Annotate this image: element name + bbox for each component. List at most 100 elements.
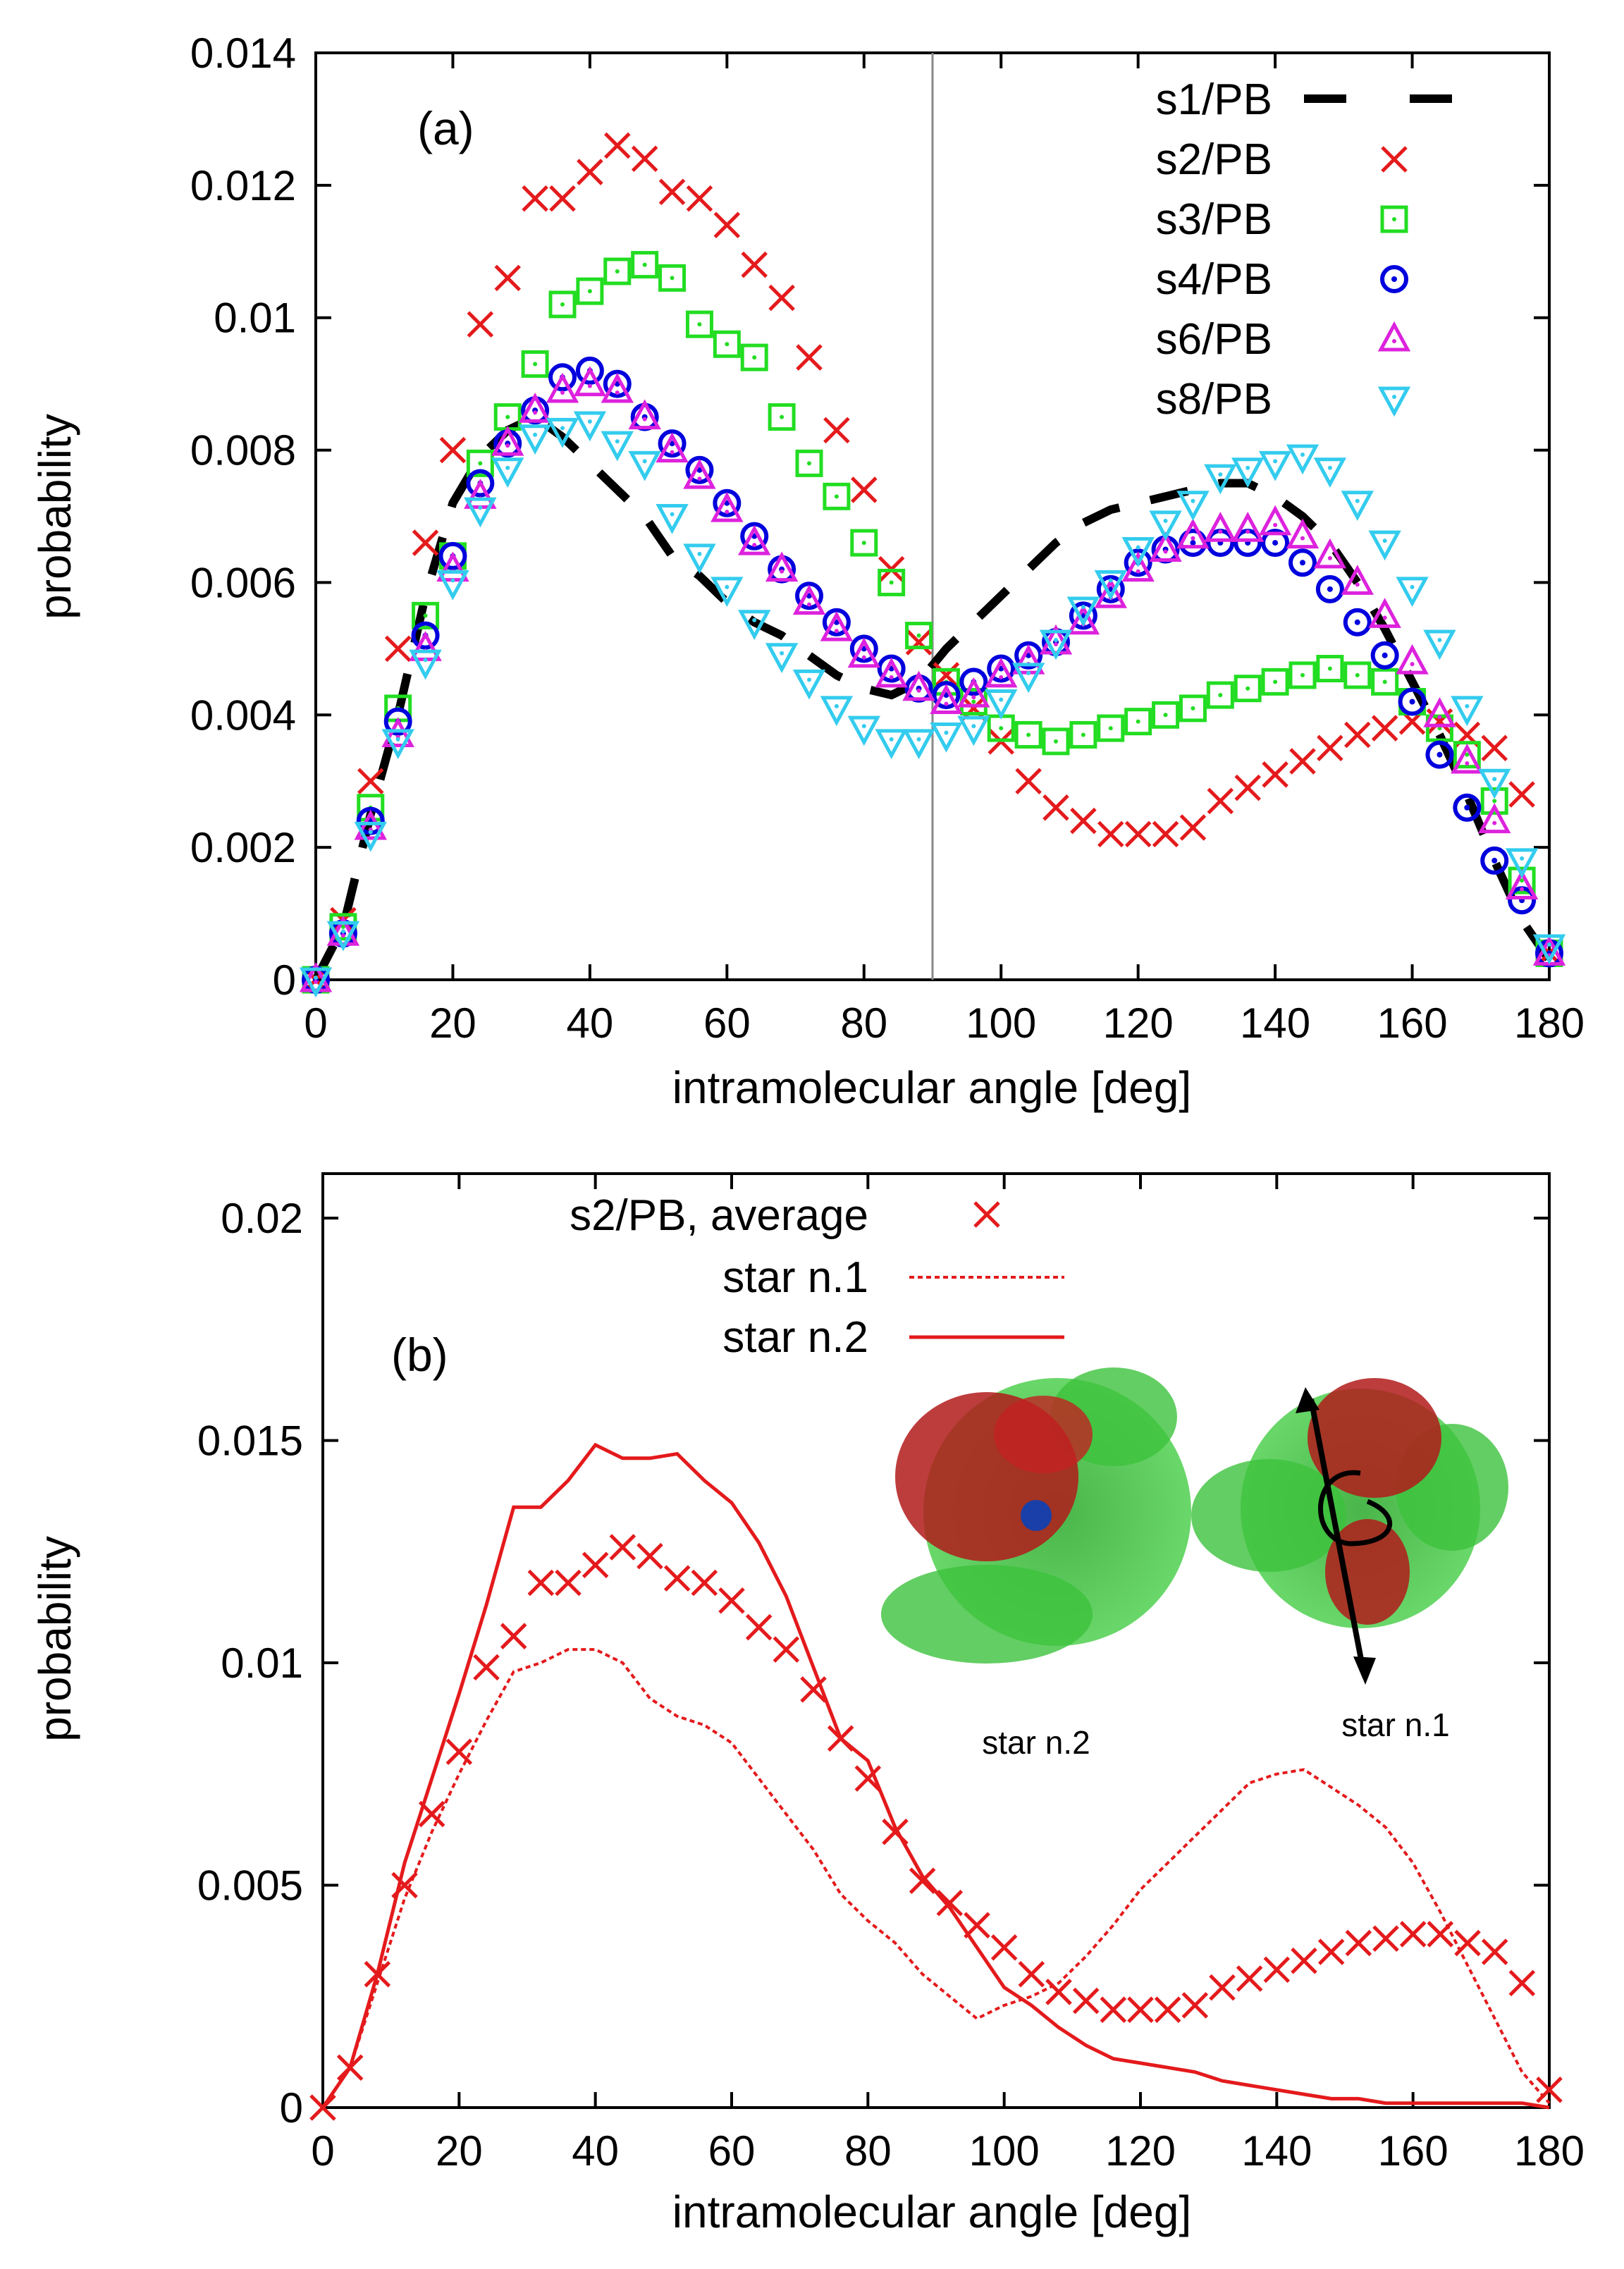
data-point [957,715,990,746]
data-point [686,185,713,212]
data-point [768,284,795,312]
x-tick-label: 180 [1514,1000,1585,1047]
data-point [436,570,469,601]
data-point [1508,866,1536,894]
data-point [765,551,799,582]
data-point [1316,655,1344,683]
data-point [847,637,880,668]
data-point [738,524,771,555]
data-point [683,458,716,489]
legend-marker-glyph [1377,321,1411,352]
data-point [1261,529,1290,558]
y-tick-label: 0.006 [190,559,296,606]
data-point [1396,577,1429,608]
inset-star-n2-image: star n.2 [881,1367,1191,1761]
data-point [987,714,1015,742]
star-n1-arrowhead-bottom [1353,1656,1376,1685]
data-point [658,264,687,292]
legend-marker-s6 [1377,321,1411,352]
legend-label-s3: s3/PB [1156,195,1272,244]
data-point [1398,687,1427,716]
data-point [1204,512,1237,542]
data-point [601,372,634,403]
data-point [1121,551,1155,582]
data-point [527,1569,555,1597]
data-point [491,457,524,488]
legend-marker-glyph [1380,205,1408,233]
data-point [1425,740,1454,769]
data-point [1262,761,1288,788]
data-point [1451,696,1484,727]
data-point [713,330,741,358]
data-point [1453,793,1482,822]
data-point [1532,934,1566,965]
legend-label-s2: s2/PB [1156,135,1272,184]
x-axis-title-a: intramolecular angle [deg] [672,1062,1191,1113]
data-point [905,622,933,650]
data-point [1368,530,1401,561]
data-point [1371,715,1398,742]
data-point [473,1654,500,1681]
y-tick-label: 0 [280,2084,303,2132]
data-point [1313,538,1347,569]
data-point [985,689,1018,720]
data-point [467,311,494,338]
data-point [1069,720,1097,749]
data-point [1234,774,1261,801]
data-point [546,417,579,448]
data-point [1066,596,1100,627]
legend-marker-glyph [1377,386,1411,417]
data-point [1258,505,1292,536]
data-point [1100,1996,1127,2023]
data-point [1505,848,1539,879]
plot-marks-b [309,1442,1563,2121]
legend-marker-glyph [1380,265,1408,293]
legend-marker-s3 [1380,205,1408,233]
series-s8-pb [299,411,1566,998]
data-point [628,399,661,430]
data-point [909,1867,936,1894]
data-point [549,185,576,212]
data-point [1206,681,1234,709]
data-point [800,1676,827,1703]
data-point [930,722,963,753]
data-point [1343,661,1372,689]
data-point [582,1551,609,1579]
series-star-n-2 [321,1442,1550,2110]
x-tick-label: 160 [1378,2127,1448,2175]
data-point [299,967,333,998]
x-axis-b: 0 20 40 60 80 100 120 140 160 180 [311,1174,1585,2175]
data-point [636,1542,663,1570]
data-point [354,821,387,852]
legend-marker-s2 [1381,146,1408,173]
data-point [1181,1992,1209,2019]
data-point [548,290,577,319]
data-point [847,715,880,746]
data-point [850,529,878,557]
data-point [656,504,689,534]
data-point [1453,741,1481,769]
data-point [601,431,634,462]
data-point [521,350,549,378]
legend-label-star2: star n.2 [722,1313,868,1362]
x-tick-label: 80 [840,1000,887,1047]
data-point [795,449,823,477]
data-point [1124,708,1152,736]
data-point [1124,820,1152,848]
data-point [823,417,850,444]
star-n2-core [1021,1500,1052,1531]
data-point [1451,743,1484,774]
data-point [933,662,960,689]
legend-marker-s8 [1377,386,1411,417]
data-point [522,185,548,212]
panel-a: 0 0.002 0.004 0.006 0.008 0.01 0.012 0.014 0 20 4… [30,30,1585,1113]
data-point [491,425,524,456]
data-point [494,264,521,292]
x-tick-label: 160 [1377,1000,1448,1047]
x-tick-label: 100 [966,1000,1036,1047]
data-point [576,277,604,305]
data-point [1094,570,1127,601]
data-point [409,649,442,680]
x-tick-label: 20 [429,1000,476,1047]
data-point [710,491,744,522]
